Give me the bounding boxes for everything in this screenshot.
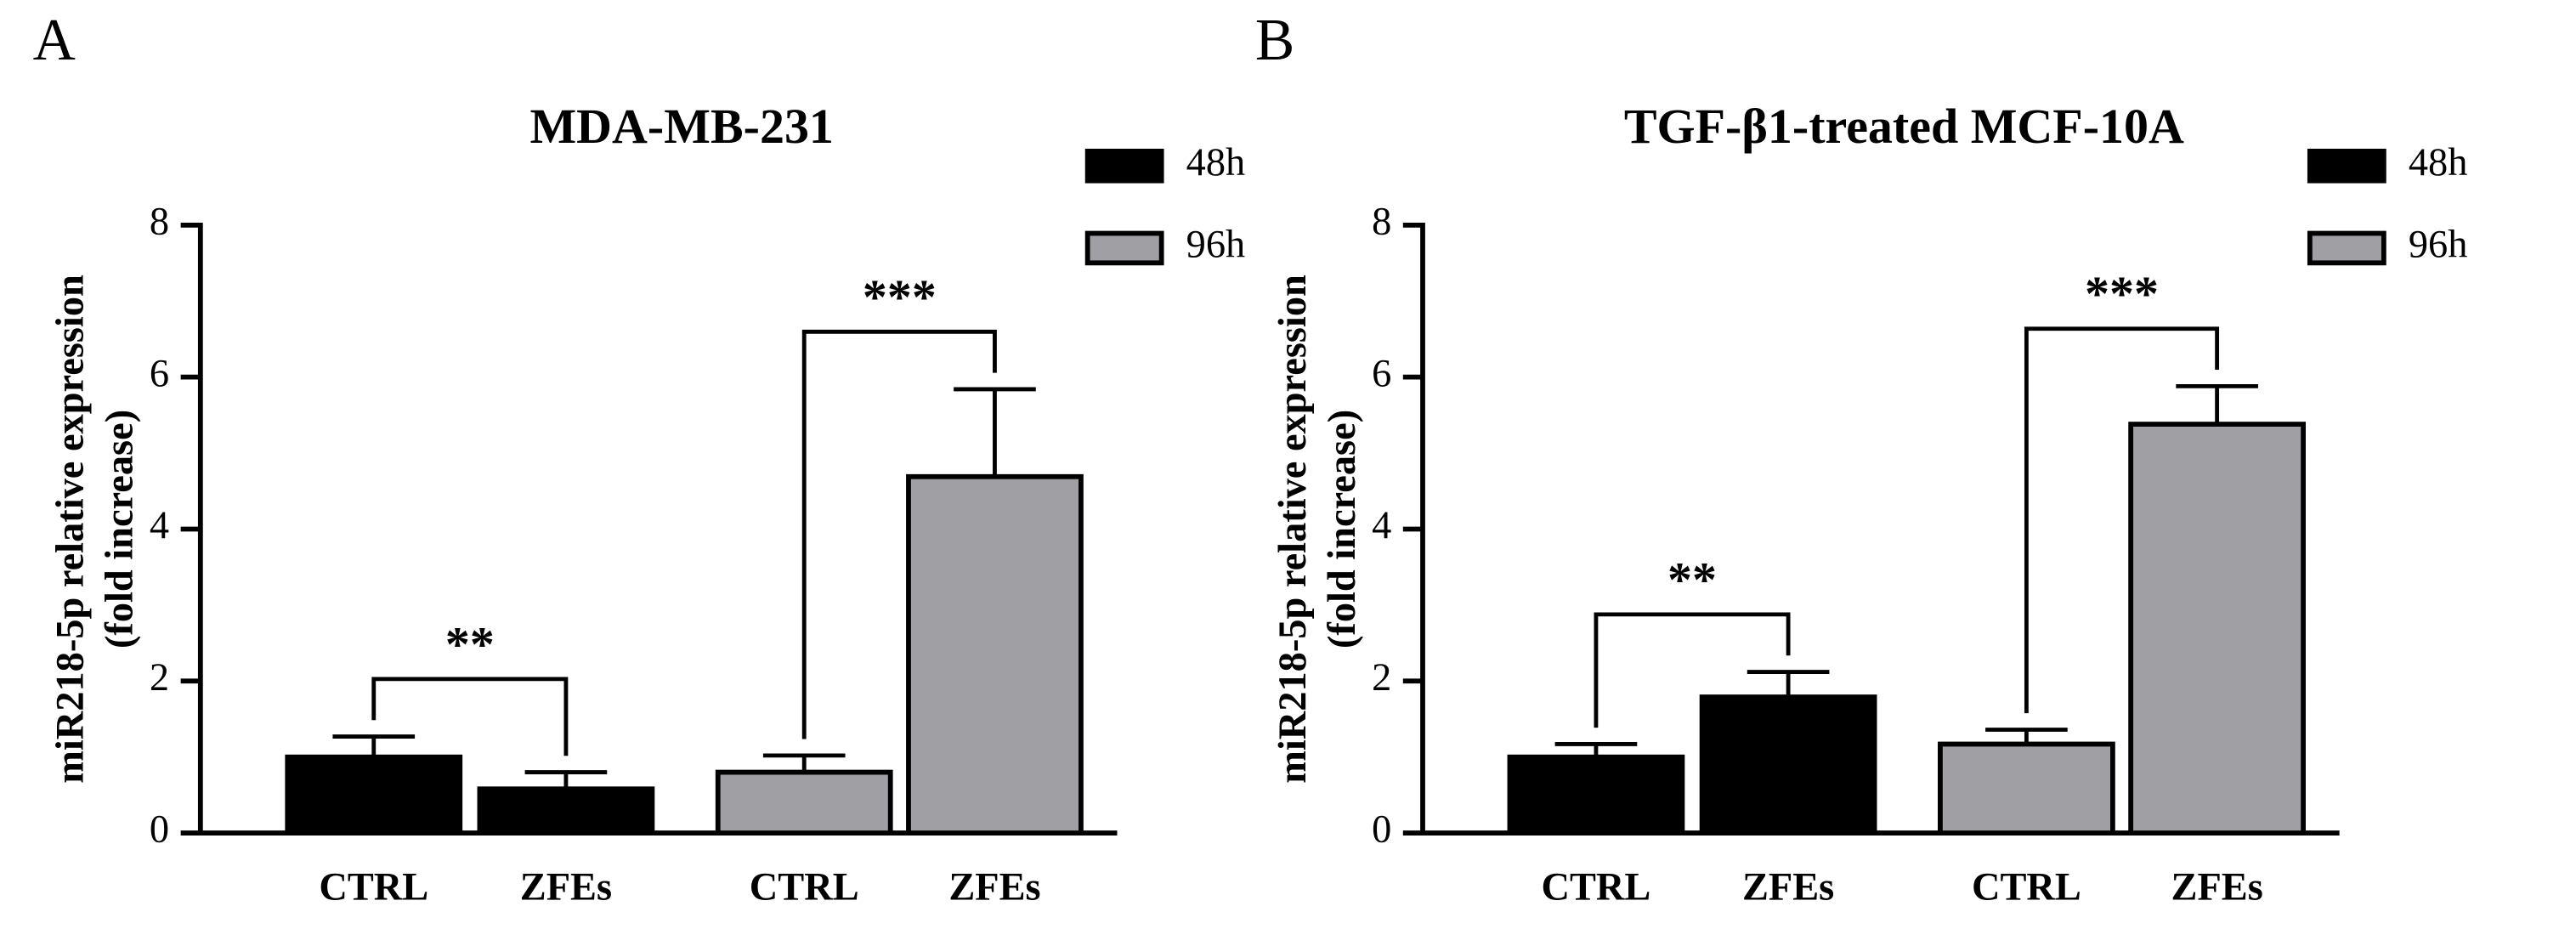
- significance-label: **: [1667, 552, 1717, 607]
- y-tick-label: 8: [150, 200, 169, 243]
- significance-bracket: [371, 677, 569, 756]
- bar: [715, 769, 893, 836]
- y-tick-label: 0: [150, 808, 169, 852]
- bar: [906, 473, 1084, 836]
- legend-swatch: [2307, 230, 2386, 266]
- y-axis-label: miR218-5p relative expression: [49, 275, 93, 784]
- y-tick-label: 6: [150, 352, 169, 395]
- bar: [1938, 741, 2115, 836]
- panel-label: A: [33, 8, 76, 73]
- y-tick-label: 8: [1372, 200, 1391, 243]
- y-tick-label: 2: [1372, 656, 1391, 700]
- y-tick-label: 6: [1372, 352, 1391, 395]
- bar: [285, 754, 463, 836]
- significance-bracket: [1594, 612, 1791, 728]
- legend-label: 96h: [1186, 224, 1246, 267]
- x-tick-label: ZFEs: [948, 865, 1040, 909]
- chart: A MDA-MB-231 miR218-5p relative expression…: [33, 8, 1246, 909]
- legend-swatch: [2307, 148, 2386, 184]
- y-axis-label: (fold increase): [1321, 410, 1364, 649]
- legend-swatch: [1084, 148, 1164, 184]
- chart-title: MDA-MB-231: [529, 99, 833, 154]
- significance-label: ***: [863, 269, 937, 325]
- y-tick-label: 0: [1372, 808, 1391, 852]
- y-tick-label: 2: [150, 656, 169, 700]
- significance-label: **: [445, 616, 495, 671]
- significance-bracket: [801, 329, 997, 739]
- x-tick-label: CTRL: [1972, 865, 2081, 909]
- chart: B TGF-β1-treated MCF-10A miR218-5p relativ…: [1255, 8, 2468, 909]
- legend-label: 48h: [1186, 141, 1246, 184]
- y-axis-label: (fold increase): [99, 410, 142, 649]
- bar: [1507, 754, 1685, 836]
- significance-label: ***: [2085, 266, 2159, 321]
- legend-label: 96h: [2409, 224, 2468, 267]
- y-axis-label: miR218-5p relative expression: [1271, 275, 1315, 784]
- bar: [2128, 422, 2307, 836]
- significance-bracket: [2024, 326, 2220, 714]
- chart-title: TGF-β1-treated MCF-10A: [1624, 99, 2184, 154]
- y-tick-label: 4: [1372, 504, 1391, 547]
- x-tick-label: CTRL: [319, 865, 428, 909]
- x-tick-label: ZFEs: [1742, 865, 1834, 909]
- y-tick-label: 4: [150, 504, 169, 547]
- x-tick-label: ZFEs: [520, 865, 612, 909]
- bar: [1699, 694, 1877, 836]
- x-tick-label: ZFEs: [2171, 865, 2263, 909]
- panel-label: B: [1255, 8, 1294, 73]
- x-tick-label: CTRL: [750, 865, 859, 909]
- legend-label: 48h: [2409, 141, 2468, 184]
- legend-swatch: [1084, 230, 1164, 266]
- bar: [477, 786, 655, 836]
- x-tick-label: CTRL: [1542, 865, 1651, 909]
